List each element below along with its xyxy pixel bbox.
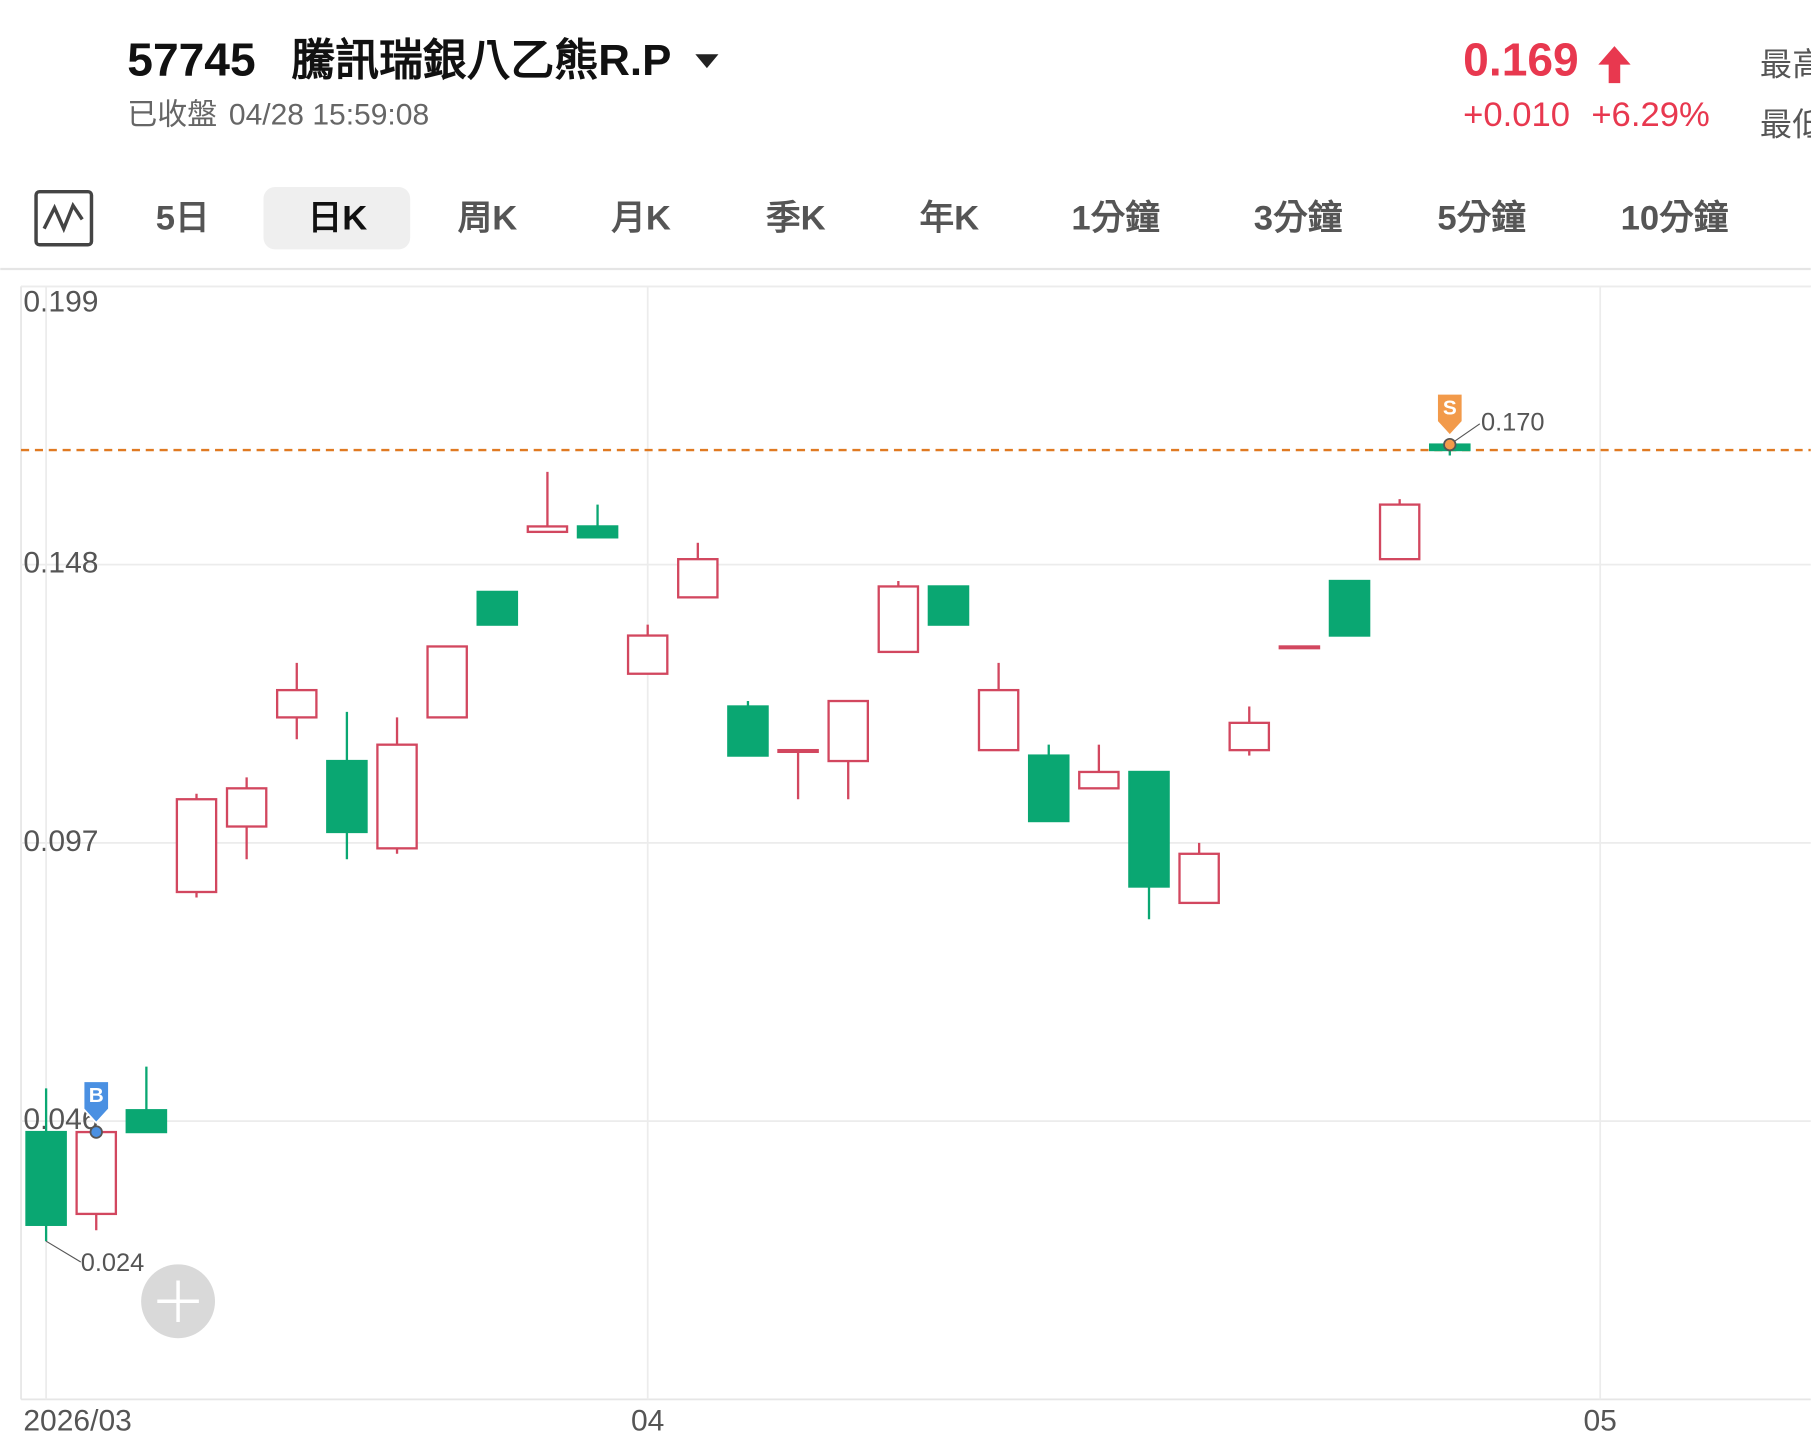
tab[interactable]: 周K: [458, 200, 518, 238]
candle-body: [977, 688, 1020, 752]
time: 04/28 15:59:08: [229, 99, 429, 132]
up-arrow: [1598, 46, 1631, 84]
chart-icon[interactable]: [34, 189, 94, 247]
candle-body: [25, 1130, 67, 1226]
candle-body: [1378, 503, 1421, 561]
y-tick-label: 0.148: [23, 547, 98, 580]
tab[interactable]: 5日: [156, 200, 210, 238]
trade-dot: [89, 1125, 103, 1139]
candle-body: [225, 787, 268, 828]
candle-body: [877, 585, 920, 654]
candle-body: [827, 699, 869, 763]
candle-body: [175, 798, 218, 894]
chart-icon-line: [42, 201, 84, 234]
candle-body: [1178, 852, 1220, 905]
x-tick-label: 05: [1583, 1404, 1616, 1437]
stock-name[interactable]: 騰訊瑞銀八乙熊R.P: [291, 36, 671, 85]
trade-label: B: [89, 1084, 104, 1107]
high-label: 最高: [1760, 47, 1811, 83]
low-label: 最低: [1760, 107, 1811, 143]
trade-marker: [82, 1080, 110, 1125]
low-label-leader: [45, 1240, 82, 1263]
candle-body: [1278, 645, 1321, 650]
candle-body: [125, 1109, 168, 1134]
candle-body: [526, 525, 569, 534]
candle-body: [777, 748, 819, 754]
candle-body: [1228, 721, 1271, 752]
tab[interactable]: 月K: [611, 200, 671, 238]
tab[interactable]: 3分鐘: [1254, 199, 1343, 238]
dropdown-caret[interactable]: [695, 54, 719, 69]
change-pct: +6.29%: [1591, 96, 1709, 134]
stock-code: 57745: [127, 34, 255, 86]
candle-body: [326, 759, 368, 834]
x-tick-label: 2026/03: [23, 1404, 132, 1437]
tab-selected-bg: [263, 187, 411, 250]
candle-body: [1078, 770, 1120, 790]
candle-body: [75, 1130, 118, 1216]
tab[interactable]: 1分鐘: [1071, 199, 1160, 238]
candle-body: [376, 743, 418, 850]
candle-body: [426, 645, 468, 719]
candle-body: [727, 705, 769, 757]
tab[interactable]: 年K: [920, 200, 980, 238]
low-label: 0.024: [81, 1249, 145, 1277]
high-label: 0.170: [1481, 409, 1545, 437]
candle-body: [626, 634, 669, 675]
candle-body: [927, 585, 970, 626]
change: +0.010: [1463, 96, 1570, 134]
candle-body: [677, 558, 719, 599]
candle-body: [576, 525, 619, 539]
trade-marker: [1436, 392, 1464, 437]
tab[interactable]: 季K: [766, 200, 826, 238]
y-tick-label: 0.199: [23, 286, 98, 319]
trade-dot: [1443, 437, 1457, 452]
trade-label: S: [1443, 396, 1457, 419]
candle-body: [1027, 754, 1070, 823]
candle-body: [476, 590, 519, 626]
tab[interactable]: 5分鐘: [1437, 199, 1526, 238]
add-button-plus: [157, 1280, 199, 1323]
tab[interactable]: 10分鐘: [1621, 199, 1729, 238]
status: 已收盤: [127, 99, 217, 132]
y-tick-label: 0.097: [23, 825, 98, 858]
x-tick-label: 04: [631, 1404, 664, 1437]
price: 0.169: [1463, 34, 1579, 86]
candle-body: [1128, 770, 1170, 888]
candle-body: [1328, 579, 1371, 637]
tab[interactable]: 日K: [308, 200, 368, 238]
candle-body: [275, 688, 318, 719]
